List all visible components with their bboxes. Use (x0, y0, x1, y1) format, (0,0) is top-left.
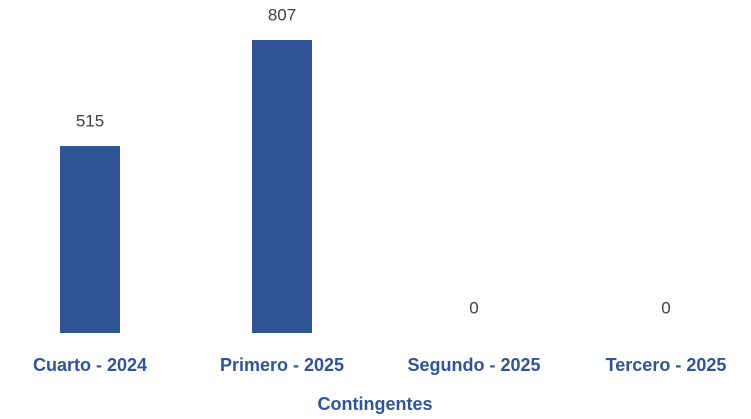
bar (60, 146, 120, 333)
x-axis-label: Contingentes (318, 394, 433, 414)
x-tick-label: Tercero - 2025 (606, 355, 727, 375)
x-tick-label: Segundo - 2025 (407, 355, 540, 375)
x-tick-label: Cuarto - 2024 (33, 355, 147, 375)
data-label: 807 (268, 5, 296, 24)
x-tick-label: Primero - 2025 (220, 355, 344, 375)
data-label: 0 (469, 298, 478, 317)
data-label: 0 (661, 298, 670, 317)
bar (252, 40, 312, 333)
data-label: 515 (76, 112, 104, 131)
